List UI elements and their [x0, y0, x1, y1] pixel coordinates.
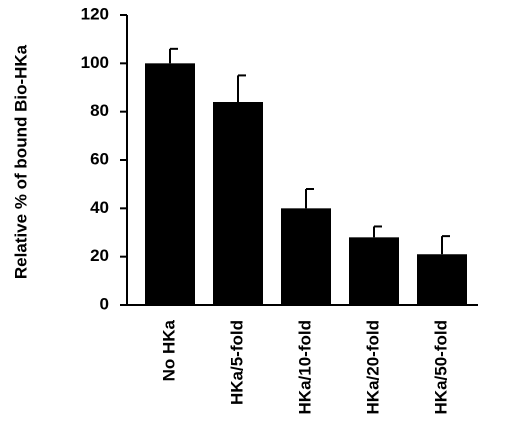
x-tick-label: HKa/50-fold: [431, 320, 450, 414]
y-axis-label: Relative % of bound Bio-HKa: [11, 44, 30, 279]
x-tick-label: HKa/20-fold: [363, 320, 382, 414]
bar: [349, 237, 399, 305]
x-tick-label: HKa/10-fold: [295, 320, 314, 414]
x-tick-label: No HKa: [159, 319, 178, 381]
bar: [281, 208, 331, 305]
y-tick-label: 100: [81, 53, 109, 72]
y-tick-label: 20: [90, 246, 109, 265]
y-tick-label: 60: [90, 149, 109, 168]
y-tick-label: 0: [100, 294, 109, 313]
y-tick-label: 40: [90, 198, 109, 217]
y-tick-label: 80: [90, 101, 109, 120]
bar: [417, 254, 467, 305]
bar: [145, 63, 195, 306]
x-tick-label: HKa/5-fold: [227, 320, 246, 405]
bar: [213, 102, 263, 305]
y-tick-label: 120: [81, 4, 109, 23]
